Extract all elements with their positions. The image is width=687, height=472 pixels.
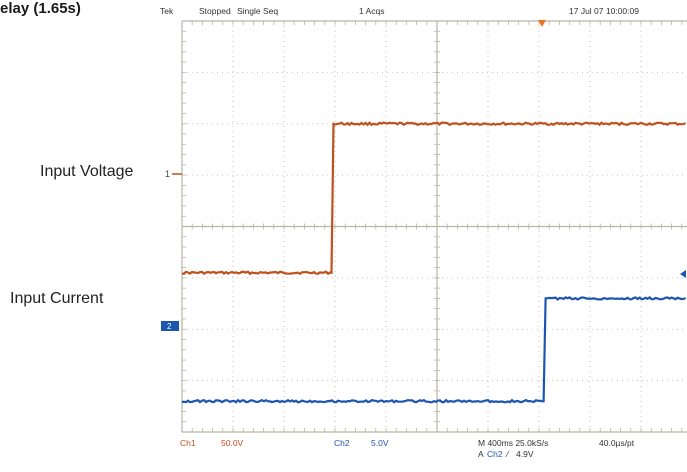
ch1-scale: 50.0V (221, 438, 244, 448)
run-state: Stopped (199, 6, 231, 16)
trigger-slope-icon: ⁄ (507, 449, 509, 459)
ch1-name: Ch1 (180, 438, 196, 448)
trigger-position-marker (538, 20, 546, 27)
record-length-readout: 40.0µs/pt (599, 438, 635, 448)
timestamp: 17 Jul 07 10:00:09 (569, 6, 639, 16)
trigger-source: Ch2 (487, 449, 503, 459)
ch2-marker-text: 2 (167, 322, 172, 331)
partial-title: elay (1.65s) (0, 0, 81, 17)
acquisition-mode: Single Seq (237, 6, 279, 16)
timebase-readout: M 400ms 25.0kS/s (478, 438, 549, 448)
trigger-prefix: A (478, 449, 484, 459)
ch1-ground-marker: 1 (165, 169, 182, 179)
ch2-edge-marker (680, 270, 686, 278)
ch1-marker-text: 1 (165, 169, 170, 179)
ch2-ground-marker: 2 (161, 321, 179, 331)
trigger-level: 4.9V (516, 449, 534, 459)
acquisition-count: 1 Acqs (359, 6, 385, 16)
ch2-scale: 5.0V (371, 438, 389, 448)
graticule (181, 20, 687, 433)
ch2-input-current-trace (181, 295, 686, 404)
ch2-name: Ch2 (334, 438, 350, 448)
input-current-label: Input Current (10, 290, 104, 307)
ch1-input-voltage-trace (181, 121, 686, 276)
tek-brand: Tek (160, 6, 174, 16)
input-voltage-label: Input Voltage (40, 163, 134, 180)
